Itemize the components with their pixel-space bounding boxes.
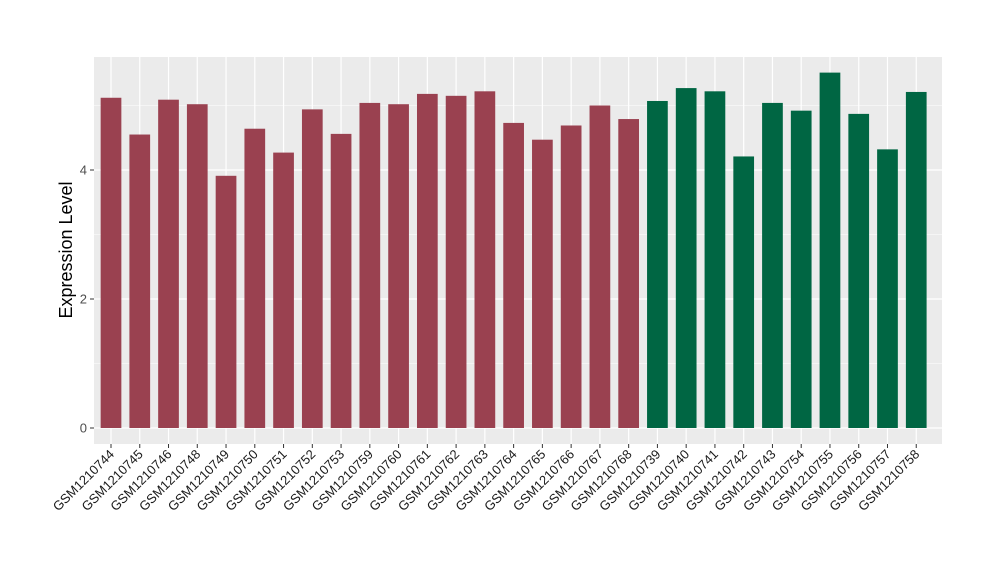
bar-GSM1210757 bbox=[877, 149, 898, 429]
bar-GSM1210750 bbox=[244, 128, 266, 428]
bar-GSM1210740 bbox=[675, 88, 697, 428]
bars bbox=[100, 72, 927, 429]
bar-GSM1210768 bbox=[618, 119, 640, 429]
bar-GSM1210761 bbox=[416, 93, 438, 428]
bar-GSM1210767 bbox=[589, 105, 611, 428]
bar-GSM1210766 bbox=[560, 125, 582, 429]
bar-GSM1210742 bbox=[733, 156, 755, 428]
bar-GSM1210755 bbox=[819, 72, 841, 429]
bar-GSM1210748 bbox=[186, 104, 208, 429]
bar-GSM1210749 bbox=[215, 175, 237, 428]
bar-GSM1210743 bbox=[762, 102, 783, 429]
bar-GSM1210739 bbox=[647, 100, 668, 428]
bar-GSM1210763 bbox=[474, 91, 496, 428]
bar-GSM1210741 bbox=[704, 91, 726, 428]
bar-GSM1210758 bbox=[905, 91, 927, 428]
bar-GSM1210759 bbox=[359, 102, 381, 429]
bar-GSM1210746 bbox=[158, 99, 179, 428]
bar-GSM1210752 bbox=[301, 109, 323, 429]
bar-GSM1210765 bbox=[532, 139, 553, 428]
bar-GSM1210762 bbox=[445, 95, 467, 428]
bar-GSM1210760 bbox=[388, 104, 409, 429]
y-tick-label: 4 bbox=[80, 163, 87, 178]
x-axis: GSM1210744GSM1210745GSM1210746GSM1210748… bbox=[50, 444, 922, 514]
bar-GSM1210744 bbox=[100, 97, 122, 428]
bar-GSM1210764 bbox=[503, 122, 524, 428]
bar-GSM1210754 bbox=[790, 110, 812, 428]
y-tick-label: 0 bbox=[80, 421, 87, 436]
y-axis: 0 2 4 bbox=[80, 163, 94, 436]
bar-GSM1210751 bbox=[273, 152, 294, 428]
bar-GSM1210756 bbox=[848, 113, 870, 428]
y-axis-label: Expression Level bbox=[56, 181, 76, 318]
y-tick-label: 2 bbox=[80, 292, 87, 307]
bar-GSM1210753 bbox=[330, 133, 352, 428]
bar-GSM1210745 bbox=[129, 134, 151, 428]
